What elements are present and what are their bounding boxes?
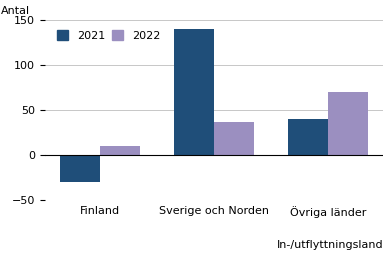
Bar: [214, 122, 254, 155]
Bar: [60, 155, 100, 182]
Bar: [174, 29, 214, 155]
Text: In-/utflyttningsland: In-/utflyttningsland: [277, 240, 384, 250]
Text: Antal: Antal: [1, 6, 30, 16]
Bar: [288, 119, 328, 155]
Bar: [328, 92, 368, 155]
Legend: 2021, 2022: 2021, 2022: [54, 27, 164, 44]
Bar: [100, 146, 140, 155]
